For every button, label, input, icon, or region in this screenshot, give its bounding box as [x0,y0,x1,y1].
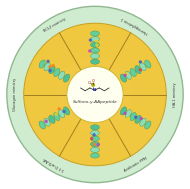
Text: Sulfono-γ-AApeptide: Sulfono-γ-AApeptide [73,101,117,105]
Circle shape [125,72,128,76]
Ellipse shape [135,115,141,123]
Ellipse shape [91,53,99,59]
Circle shape [46,60,50,63]
Text: 1:1 D-α/D-AA: 1:1 D-α/D-AA [44,157,66,172]
Circle shape [89,38,92,42]
Text: N: N [93,88,96,92]
Text: Glucagon mimicry: Glucagon mimicry [13,78,17,111]
Ellipse shape [91,37,99,42]
Ellipse shape [63,107,70,115]
Circle shape [7,6,183,183]
Ellipse shape [91,31,99,36]
Ellipse shape [120,74,127,82]
Circle shape [55,112,58,116]
Ellipse shape [130,68,136,77]
Text: Hemagglutinin 1: Hemagglutinin 1 [121,15,149,34]
Text: S: S [92,83,94,87]
Ellipse shape [59,71,65,79]
Ellipse shape [49,115,55,123]
Circle shape [90,137,93,140]
Text: HA-1 mimicry: HA-1 mimicry [173,82,177,107]
Circle shape [67,66,123,123]
Circle shape [123,74,127,77]
Circle shape [95,39,98,43]
Circle shape [62,110,66,113]
Ellipse shape [125,71,131,79]
Ellipse shape [140,118,146,126]
Ellipse shape [91,48,99,53]
Circle shape [134,115,137,119]
Circle shape [92,133,96,136]
Text: Antibiotic PPM: Antibiotic PPM [123,156,147,172]
Ellipse shape [145,60,151,68]
Ellipse shape [91,125,99,130]
Ellipse shape [59,110,65,118]
Circle shape [97,143,100,146]
Circle shape [91,83,95,87]
Circle shape [24,23,166,166]
Circle shape [51,64,55,67]
Ellipse shape [91,136,99,141]
Ellipse shape [91,142,99,147]
Ellipse shape [120,107,127,115]
Circle shape [123,112,127,115]
Ellipse shape [49,66,55,74]
Text: O: O [92,79,95,83]
Ellipse shape [54,68,60,77]
Ellipse shape [63,74,70,82]
Ellipse shape [91,42,99,47]
Circle shape [44,120,48,123]
Ellipse shape [91,153,99,158]
Ellipse shape [44,63,50,71]
Text: BCL2 mimicry: BCL2 mimicry [43,17,67,33]
Circle shape [93,143,96,146]
Ellipse shape [91,130,99,136]
Ellipse shape [130,112,136,121]
Circle shape [95,43,99,47]
Circle shape [57,107,61,111]
Ellipse shape [125,110,131,118]
Ellipse shape [140,63,146,71]
Ellipse shape [91,147,99,152]
Circle shape [127,117,130,120]
Circle shape [88,49,92,53]
Circle shape [139,117,143,120]
Circle shape [48,69,52,72]
Ellipse shape [54,112,60,121]
Ellipse shape [145,121,151,129]
Ellipse shape [91,59,99,64]
Ellipse shape [39,60,45,68]
Ellipse shape [135,66,141,74]
Text: O: O [88,81,91,85]
Ellipse shape [44,118,50,126]
Circle shape [139,68,142,71]
Circle shape [139,60,142,64]
Circle shape [48,65,52,68]
Ellipse shape [39,121,45,129]
